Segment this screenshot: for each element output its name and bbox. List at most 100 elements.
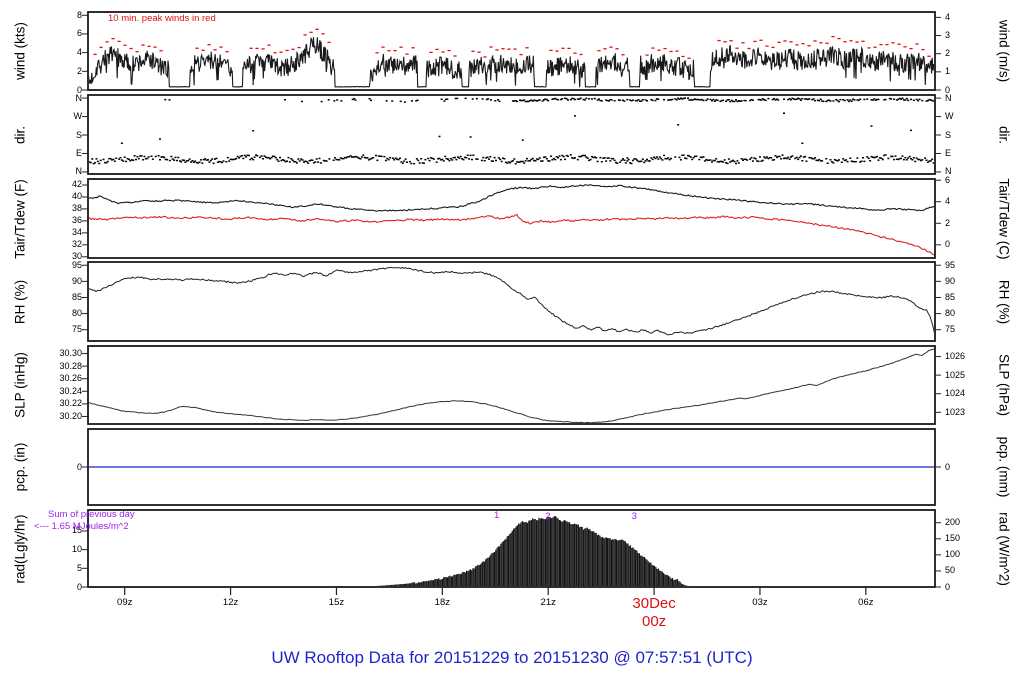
direction-dot xyxy=(416,99,419,101)
radiation-bar xyxy=(547,516,549,586)
direction-dot xyxy=(120,159,123,161)
direction-dot xyxy=(531,100,534,102)
direction-dot xyxy=(733,100,736,103)
radiation-bar xyxy=(394,584,397,586)
direction-dot xyxy=(440,98,443,100)
direction-dot xyxy=(304,160,307,162)
radiation-bar xyxy=(600,537,602,586)
radiation-bar xyxy=(669,576,671,586)
radiation-bar xyxy=(529,520,531,586)
direction-dot xyxy=(853,99,856,101)
radiation-bar xyxy=(538,517,540,586)
direction-dot xyxy=(511,160,514,162)
radiation-bar xyxy=(468,570,470,586)
direction-dot xyxy=(581,155,584,157)
direction-dot xyxy=(877,98,880,101)
direction-dot xyxy=(472,154,475,156)
direction-dot xyxy=(538,157,541,159)
direction-dot xyxy=(308,160,311,162)
radiation-bar xyxy=(546,517,548,586)
direction-dot xyxy=(701,98,704,101)
direction-dot xyxy=(784,157,787,159)
radiation-bar xyxy=(632,547,634,586)
direction-dot xyxy=(351,98,354,101)
direction-dot xyxy=(651,158,654,161)
direction-dot xyxy=(411,100,413,102)
radiation-bar xyxy=(520,522,522,586)
direction-dot xyxy=(535,100,538,102)
direction-dot xyxy=(750,156,753,159)
direction-dot xyxy=(629,162,632,164)
radiation-bar xyxy=(509,534,511,586)
direction-dot xyxy=(663,98,665,101)
direction-dot xyxy=(336,158,339,161)
direction-dot xyxy=(805,160,808,162)
direction-dot xyxy=(599,156,602,159)
direction-dot xyxy=(641,158,644,160)
y-tick-label: 95 xyxy=(71,259,82,270)
y-tick-label: 30.26 xyxy=(59,373,82,384)
direction-dot xyxy=(605,160,608,162)
direction-dot xyxy=(830,161,833,163)
radiation-bar xyxy=(480,564,482,586)
direction-dot xyxy=(427,157,430,160)
direction-dot xyxy=(530,99,533,101)
direction-dot xyxy=(703,160,706,162)
radiation-bar xyxy=(580,526,582,586)
y-axis-label-left-dir: dir. xyxy=(12,125,28,144)
direction-dot xyxy=(932,162,934,164)
direction-dot xyxy=(301,159,304,161)
direction-dot xyxy=(188,158,191,160)
radiation-bar xyxy=(604,537,606,586)
direction-dot xyxy=(589,158,592,161)
direction-dot xyxy=(764,157,767,159)
direction-dot xyxy=(335,158,338,161)
direction-dot xyxy=(92,162,95,165)
direction-dot xyxy=(588,98,591,100)
direction-dot xyxy=(884,154,887,156)
direction-dot xyxy=(396,158,399,160)
radiation-bar xyxy=(382,585,384,586)
direction-dot xyxy=(702,99,705,102)
direction-dot xyxy=(528,160,531,162)
direction-dot xyxy=(706,98,709,100)
direction-dot xyxy=(510,160,513,163)
direction-dot xyxy=(198,161,201,163)
direction-dot xyxy=(732,100,735,103)
radiation-bar xyxy=(397,584,399,586)
y-axis-label-right-rad: rad (W/m^2) xyxy=(996,511,1012,586)
direction-dot xyxy=(481,98,484,100)
annotation: 3 xyxy=(631,511,637,522)
direction-dot xyxy=(112,158,115,161)
direction-dot xyxy=(682,97,685,100)
direction-dot xyxy=(300,158,303,160)
direction-dot xyxy=(559,158,562,161)
direction-dot xyxy=(756,160,759,162)
direction-dot xyxy=(591,155,593,158)
direction-dot xyxy=(660,157,663,160)
direction-dot xyxy=(511,100,514,102)
radiation-bar xyxy=(380,585,383,586)
direction-dot xyxy=(593,156,596,158)
direction-dot xyxy=(873,156,876,159)
direction-dot xyxy=(622,99,624,101)
radiation-bar xyxy=(548,517,550,586)
direction-dot xyxy=(787,156,790,159)
direction-dot xyxy=(545,158,548,160)
radiation-bar xyxy=(687,585,689,586)
direction-dot xyxy=(314,161,317,163)
direction-dot xyxy=(718,161,720,163)
y-axis-label-right-wind: wind (m/s) xyxy=(996,19,1012,83)
x-tick-label: 06z xyxy=(858,597,874,608)
radiation-bar xyxy=(553,516,555,586)
radiation-bar xyxy=(635,550,637,586)
direction-dot xyxy=(310,159,312,161)
direction-dot xyxy=(596,99,599,101)
direction-dot xyxy=(838,100,840,103)
direction-dot xyxy=(716,99,719,102)
direction-dot xyxy=(777,155,780,158)
direction-dot xyxy=(561,98,564,100)
direction-dot xyxy=(543,99,545,101)
direction-dot xyxy=(166,158,169,161)
